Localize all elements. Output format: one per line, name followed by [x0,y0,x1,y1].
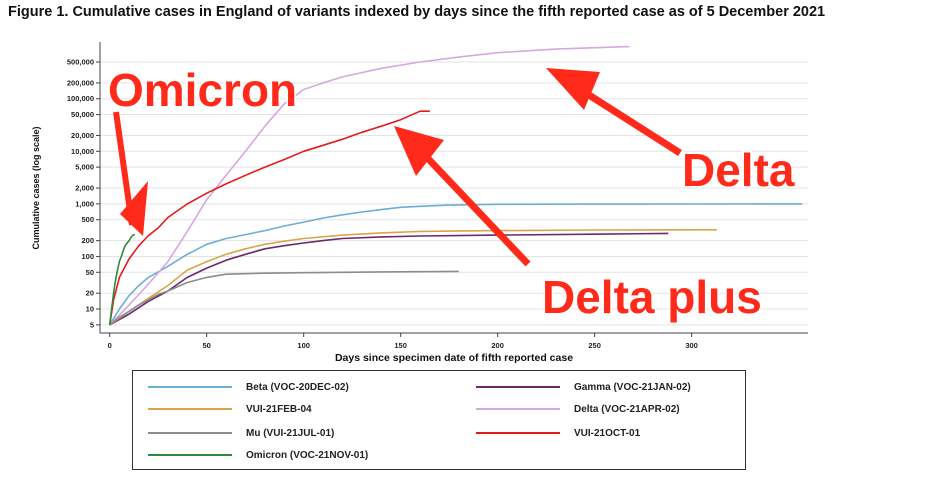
legend-swatch [148,386,232,388]
y-tick-label: 200,000 [67,78,94,87]
legend-label: Beta (VOC-20DEC-02) [246,381,349,393]
legend-item: VUI-21FEB-04 [148,402,312,416]
y-tick-label: 1,000 [75,199,94,208]
series-line-vui-21feb-04 [109,229,717,326]
annotation-delta: Delta [546,68,796,198]
x-tick-label: 300 [685,341,698,350]
legend-swatch [148,454,232,456]
legend-swatch [148,408,232,410]
y-tick-label: 5 [90,320,94,329]
legend-item: Gamma (VOC-21JAN-02) [476,380,691,394]
y-tick-label: 10 [86,305,94,314]
annotation-omicron-label: Omicron [108,64,297,116]
x-tick-label: 200 [491,341,504,350]
legend-label: VUI-21FEB-04 [246,403,312,415]
legend-swatch [148,432,232,434]
figure-title: Figure 1. Cumulative cases in England of… [8,4,826,20]
delta-arrowhead [546,68,600,110]
legend-swatch [476,408,560,410]
series-line-vui-21oct-01 [108,110,430,326]
legend-item: Delta (VOC-21APR-02) [476,402,680,416]
series-line-mu [109,270,459,326]
legend-label: VUI-21OCT-01 [574,427,641,439]
y-ticks: 5 10 20 50 100 200 500 1,000 2,000 5,000 10,000 20,… [67,57,100,329]
legend-label: Delta (VOC-21APR-02) [574,403,680,415]
y-tick-label: 20 [86,289,94,298]
legend-label: Omicron (VOC-21NOV-01) [246,449,369,461]
annotation-delta-plus: Delta plus [394,126,763,325]
annotation-omicron: Omicron [107,63,299,236]
legend: Beta (VOC-20DEC-02) Gamma (VOC-21JAN-02) V… [132,370,746,470]
series [108,45,803,326]
delta-arrow [576,85,682,156]
y-tick-label: 2,000 [75,184,94,193]
legend-item: Beta (VOC-20DEC-02) [148,380,349,394]
legend-label: Gamma (VOC-21JAN-02) [574,381,691,393]
series-line-omicron [108,233,136,325]
legend-swatch [476,386,560,388]
x-axis-title: Days since specimen date of fifth report… [335,352,573,364]
x-ticks: 0 50 100 150 200 250 300 [108,333,698,350]
y-tick-label: 10,000 [71,147,94,156]
x-tick-label: 50 [203,341,211,350]
chart: 51020501002005001,0002,0005,00010,00020,… [31,42,808,364]
legend-item: Mu (VUI-21JUL-01) [148,426,334,440]
y-tick-label: 100,000 [67,94,94,103]
y-tick-label: 20,000 [71,131,94,140]
y-tick-label: 50 [86,268,94,277]
x-tick-label: 100 [297,341,310,350]
annotation-delta-label: Delta [682,144,795,196]
series-line-delta [109,45,630,326]
y-tick-label: 200 [81,236,94,245]
x-tick-label: 0 [108,341,112,350]
legend-swatch [476,432,560,434]
x-tick-label: 150 [394,341,407,350]
delta-plus-arrowhead [394,126,444,176]
delta-plus-arrow [415,145,531,267]
annotation-delta-plus-label: Delta plus [542,271,762,323]
y-tick-label: 100 [81,252,94,261]
y-tick-label: 500 [81,215,94,224]
x-tick-label: 250 [588,341,601,350]
y-axis-title: Cumulative cases (log scale) [31,126,41,249]
legend-item: Omicron (VOC-21NOV-01) [148,448,368,462]
legend-item: VUI-21OCT-01 [476,426,640,440]
omicron-arrowhead [120,181,148,236]
y-tick-label: 5,000 [75,163,94,172]
y-tick-label: 500,000 [67,57,94,66]
legend-label: Mu (VUI-21JUL-01) [246,427,335,439]
series-line-beta [109,203,803,326]
y-tick-label: 50,000 [71,110,94,119]
